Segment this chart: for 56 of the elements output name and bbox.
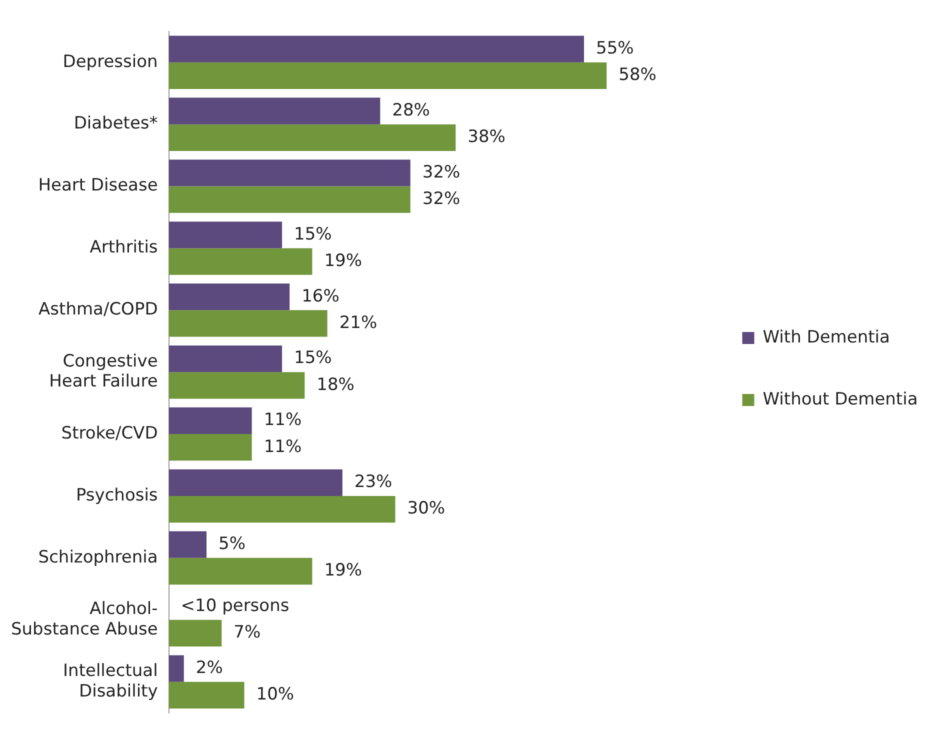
bar xyxy=(168,124,456,151)
bar xyxy=(168,310,328,337)
data-label: 19% xyxy=(324,250,362,271)
data-label: 11% xyxy=(264,410,302,430)
data-label: 15% xyxy=(294,348,332,368)
y-tick-label: Intellectual Disability xyxy=(63,661,158,702)
text: <10 persons xyxy=(180,596,290,616)
data-label: 38% xyxy=(468,127,506,148)
bar xyxy=(168,434,252,461)
data-label: 28% xyxy=(392,100,430,120)
y-tick-label: Asthma/COPD xyxy=(38,300,158,320)
data-label: 23% xyxy=(354,472,392,492)
y-tick-label: Psychosis xyxy=(76,485,158,506)
data-label: 5% xyxy=(218,534,246,554)
bar xyxy=(168,345,282,372)
legend-label: With Dementia xyxy=(762,327,890,348)
bar xyxy=(168,469,342,496)
y-tick-label: Alcohol-Substance Abuse xyxy=(10,599,158,640)
bar xyxy=(168,160,410,186)
bar xyxy=(168,284,290,310)
bar xyxy=(168,36,584,62)
bar xyxy=(168,496,396,523)
bar xyxy=(168,248,312,275)
data-label: 7% xyxy=(234,622,261,643)
y-tick-label: Arthritis xyxy=(90,238,158,258)
data-label: 10% xyxy=(256,684,294,705)
y-tick-label: Congestive Heart Failure xyxy=(49,351,158,392)
data-label: 21% xyxy=(339,312,378,333)
y-tick-label: Schizophrenia xyxy=(38,547,158,568)
bar xyxy=(168,531,207,558)
data-label: 58% xyxy=(618,65,656,86)
bar xyxy=(168,186,410,213)
bar xyxy=(168,655,184,682)
y-tick-label: Depression xyxy=(62,52,158,72)
bar xyxy=(168,222,282,248)
data-label: 18% xyxy=(316,374,354,395)
bar xyxy=(168,407,252,434)
data-label: 15% xyxy=(294,224,332,244)
y-tick-label: Diabetes* xyxy=(74,114,158,134)
data-label: 55% xyxy=(596,38,634,58)
bar xyxy=(168,62,607,90)
legend-label: Without Dementia xyxy=(762,389,918,410)
bar xyxy=(168,682,244,708)
y-tick-label: Stroke/CVD xyxy=(61,423,158,444)
data-label: 32% xyxy=(422,162,460,182)
data-label: 11% xyxy=(264,436,302,457)
bar xyxy=(168,558,312,585)
data-label: 32% xyxy=(422,189,460,210)
data-label: 2% xyxy=(196,658,223,678)
bar xyxy=(168,98,380,124)
data-label: 30% xyxy=(407,498,446,519)
bar xyxy=(168,620,222,647)
data-label: 16% xyxy=(302,286,340,306)
bar xyxy=(168,372,305,399)
data-label: 19% xyxy=(324,560,362,581)
y-tick-label: Heart Disease xyxy=(38,176,158,196)
